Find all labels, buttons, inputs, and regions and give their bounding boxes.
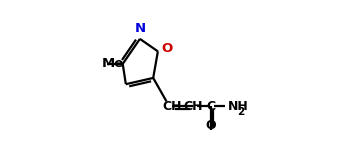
Text: CH: CH	[183, 100, 203, 113]
Text: O: O	[206, 119, 216, 132]
Text: 2: 2	[237, 107, 244, 117]
Text: NH: NH	[228, 100, 249, 113]
Text: Me: Me	[102, 57, 124, 70]
Text: CH: CH	[162, 100, 182, 113]
Text: C: C	[206, 100, 215, 113]
Text: O: O	[162, 42, 173, 55]
Text: N: N	[134, 22, 145, 35]
